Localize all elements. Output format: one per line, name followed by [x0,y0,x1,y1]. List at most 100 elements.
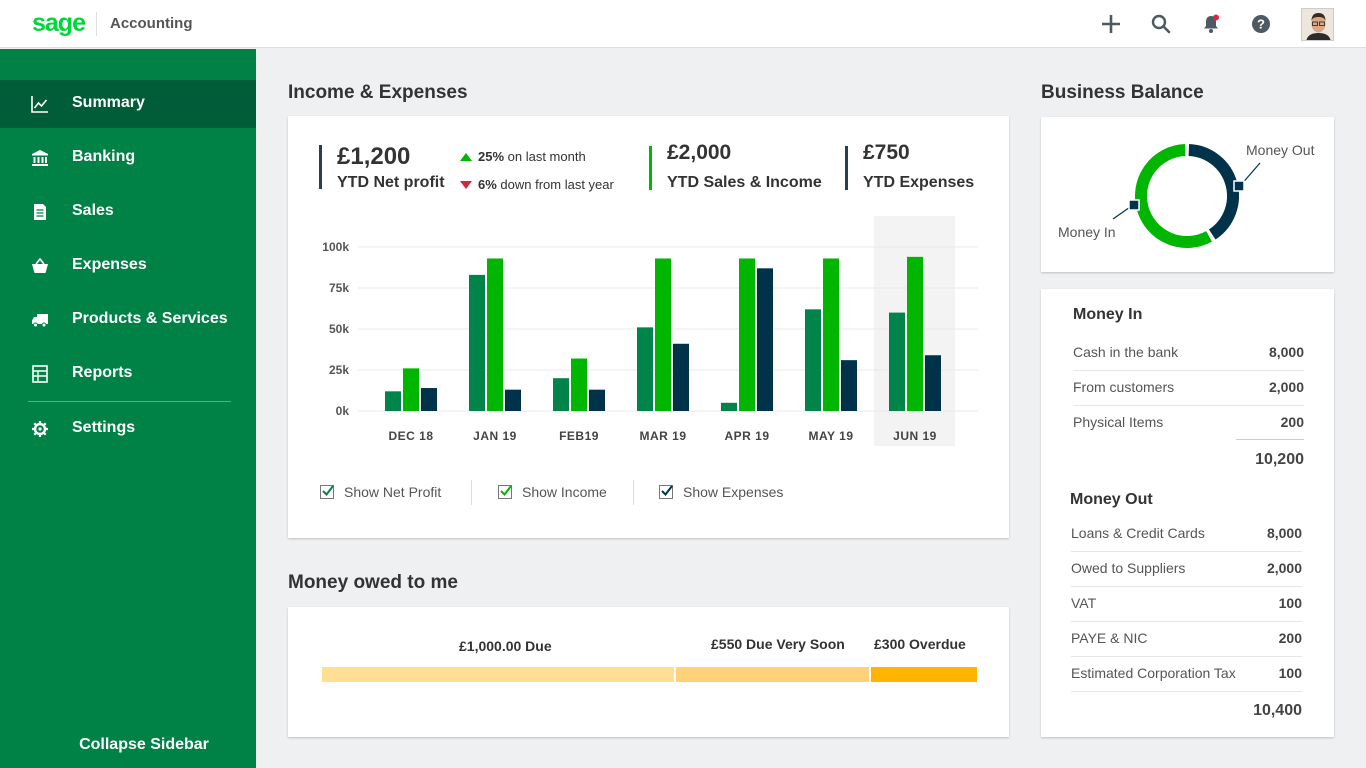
row-value: 100 [1278,665,1302,681]
trend-up-pct: 25% [478,149,505,164]
bar-income [655,258,671,411]
row-value: 2,000 [1266,560,1302,576]
row-divider [1071,551,1302,552]
kpi-marker [319,145,322,189]
x-tick-label: JAN 19 [473,429,517,443]
sidebar-divider [28,401,231,402]
row-divider [1073,370,1304,371]
toggle-divider [633,480,634,505]
bar-net-profit [805,309,821,411]
sidebar-item-products-services[interactable]: Products & Services [0,296,256,344]
row-divider [1071,691,1302,692]
money-out-row: Estimated Corporation Tax 100 [1071,657,1302,692]
row-value: 100 [1278,595,1302,611]
money-owed-title: Money owed to me [288,572,458,593]
triangle-down-icon [460,181,472,189]
x-tick-label: MAR 19 [639,429,686,443]
bell-icon[interactable] [1199,12,1223,36]
money-in-total: 10,200 [1255,451,1304,468]
sidebar-item-label: Products & Services [72,310,228,327]
income-expenses-chart: 100k 75k 50k 25k 0k DEC 18 JAN 19 FEB19 MAR 19 AP… [322,216,978,446]
trend-down-text: down from last year [496,177,614,192]
row-label: From customers [1073,379,1175,395]
kpi-value: £2,000 [667,141,732,164]
user-avatar[interactable] [1301,8,1334,41]
kpi-label: YTD Expenses [863,174,975,191]
overdue-bar-segment[interactable] [871,667,977,682]
money-in-title: Money In [1073,306,1143,323]
y-tick-label: 50k [329,322,349,336]
sidebar-item-label: Summary [72,94,145,111]
collapse-sidebar-button[interactable]: Collapse Sidebar [79,736,209,753]
bar-expenses [673,343,689,411]
row-label: Cash in the bank [1073,344,1179,360]
bar-expenses [757,268,773,411]
toggle-expenses[interactable]: Show Expenses [659,484,783,500]
bar-net-profit [889,312,905,411]
row-value: 8,000 [1268,344,1304,360]
income-expenses-card: £1,200 YTD Net profit 25% on last month … [288,116,1009,538]
sage-logo[interactable]: sage [32,9,86,37]
truck-icon [32,314,48,328]
money-in-row: From customers 2,000 [1073,371,1304,406]
row-label: Physical Items [1073,414,1164,430]
toggle-label: Show Expenses [683,484,784,500]
y-tick-label: 100k [322,240,349,254]
row-divider [1071,621,1302,622]
sidebar-item-label: Settings [72,419,136,436]
due-soon-bar-segment[interactable] [676,667,869,682]
kpi-value: £750 [863,141,910,164]
sidebar-item-settings[interactable]: Settings [0,405,256,453]
bar-expenses [589,389,605,411]
sidebar-item-sales[interactable]: Sales [0,188,256,236]
y-tick-label: 25k [329,363,349,377]
due-soon-label: £550 Due Very Soon [711,636,845,652]
due-bar-segment[interactable] [322,667,674,682]
sidebar-item-label: Expenses [72,256,147,273]
sidebar-item-banking[interactable]: Banking [0,134,256,182]
bar-expenses [421,388,437,411]
balance-donut-card: Money Out Money In [1041,117,1334,272]
donut-label-money-in: Money In [1058,224,1116,240]
checkbox[interactable] [320,485,334,499]
toggle-label: Show Net Profit [344,484,442,500]
sidebar-item-reports[interactable]: Reports [0,350,256,398]
toggle-net-profit[interactable]: Show Net Profit [320,484,441,500]
bar-net-profit [385,391,401,411]
toggle-income[interactable]: Show Income [498,484,607,500]
row-value: 2,000 [1268,379,1304,395]
money-out-row: Loans & Credit Cards 8,000 [1071,517,1302,552]
app-name: Accounting [110,15,193,32]
sidebar: Summary Banking Sales Expenses Products … [0,49,256,768]
x-tick-label: DEC 18 [388,429,433,443]
bar-income [907,256,923,411]
donut-label-money-out: Money Out [1246,142,1315,158]
money-in-row: Physical Items 200 [1073,406,1304,441]
checkmark-icon [322,485,334,497]
sidebar-item-expenses[interactable]: Expenses [0,242,256,290]
bar-expenses [841,360,857,411]
balance-table-card [1041,289,1334,737]
plus-icon[interactable] [1099,12,1123,36]
help-icon[interactable]: ? [1249,12,1273,36]
report-icon [32,365,48,383]
bar-net-profit [553,378,569,411]
checkbox[interactable] [498,485,512,499]
trend-down: 6% down from last year [460,177,614,192]
sidebar-item-label: Banking [72,148,136,165]
donut-marker-money-out [1233,180,1245,192]
toggle-label: Show Income [522,484,607,500]
row-label: Estimated Corporation Tax [1071,665,1236,681]
triangle-up-icon [460,153,472,161]
search-icon[interactable] [1149,12,1173,36]
donut-marker-money-in [1128,199,1140,211]
checkbox[interactable] [659,485,673,499]
total-divider [1236,439,1304,440]
money-out-row: Owed to Suppliers 2,000 [1071,552,1302,587]
row-label: VAT [1071,595,1097,611]
x-tick-label: FEB19 [559,429,599,443]
sidebar-item-summary[interactable]: Summary [0,80,256,128]
checkmark-icon [661,485,673,497]
chart-line-icon [31,96,48,113]
row-divider [1071,586,1302,587]
